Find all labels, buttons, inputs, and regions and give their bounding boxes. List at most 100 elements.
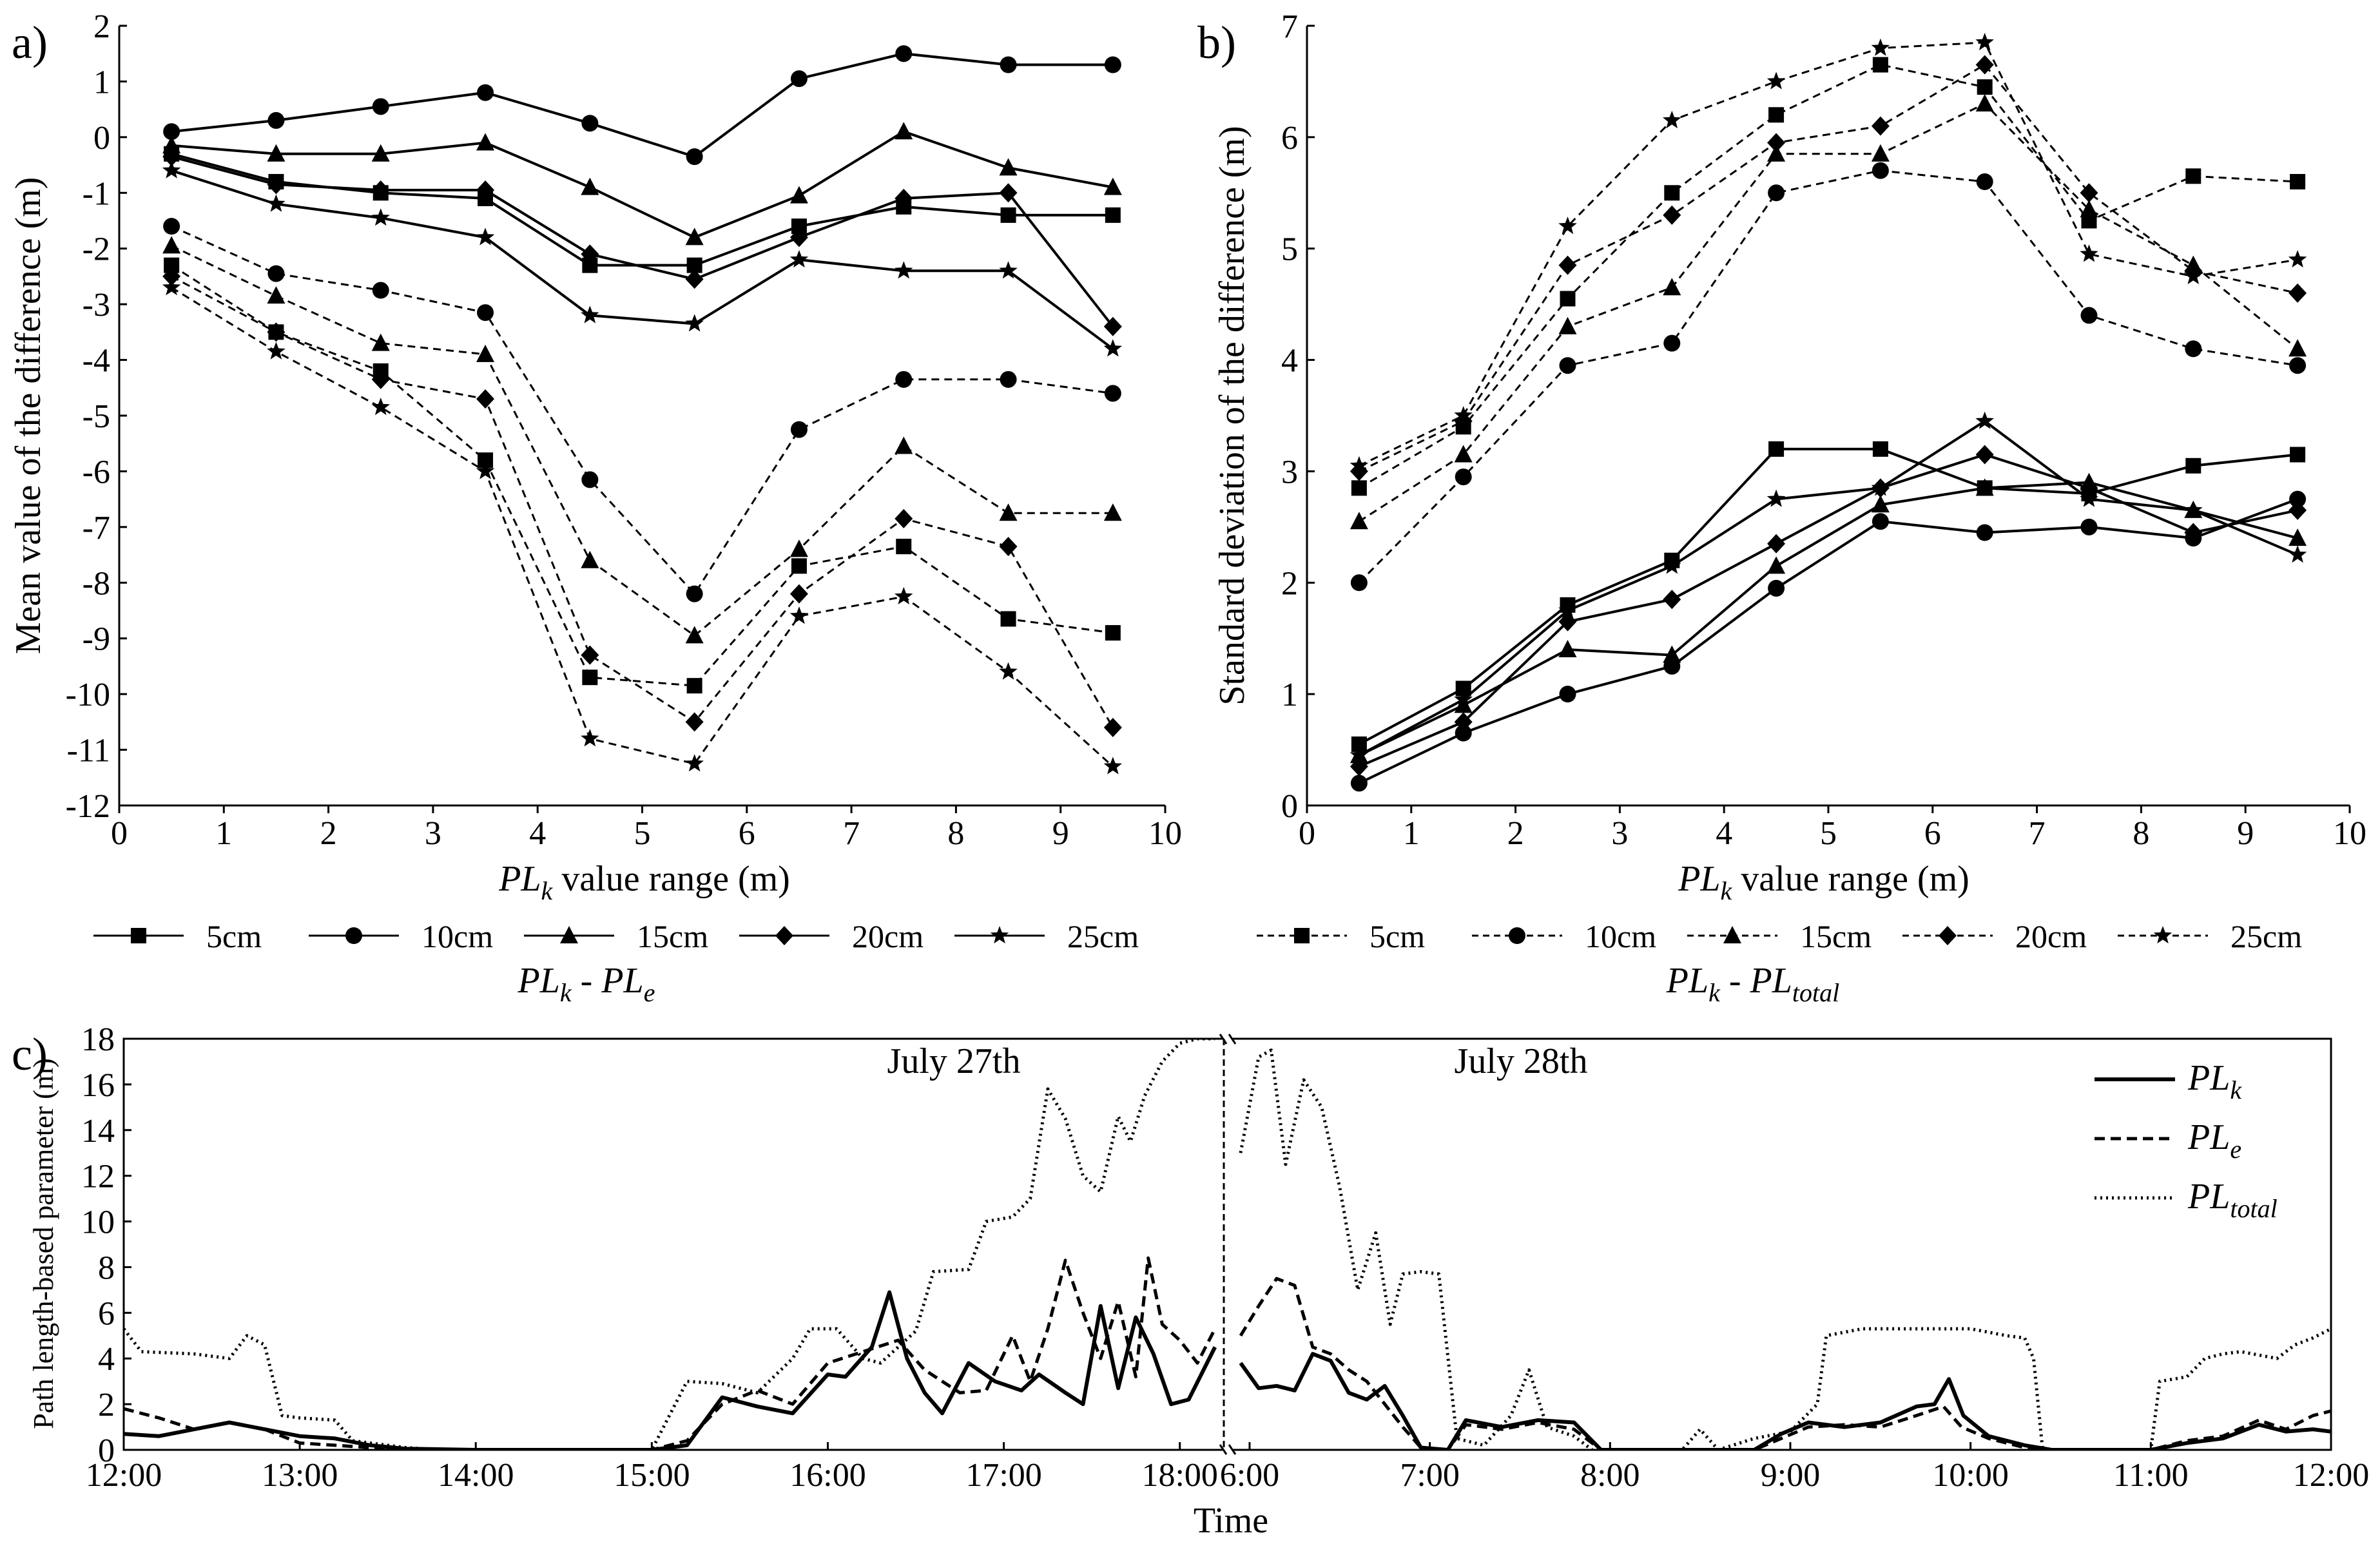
legend-item-solid-25cm: 25cm: [954, 918, 1139, 954]
point-solid-20cm: [999, 183, 1018, 203]
c-y-tick-label: 16: [81, 1067, 115, 1104]
point-dashed-15cm: [581, 550, 599, 568]
legend-c-label: PLe: [2187, 1117, 2241, 1164]
point-solid-25cm: [2080, 489, 2098, 507]
series-solid-10cm: [163, 45, 1121, 166]
line-PL_e-day1: [124, 1256, 1217, 1450]
line-solid-10cm: [171, 52, 1113, 159]
y-tick-label: 2: [93, 8, 110, 45]
line-solid-10cm: [1359, 497, 2298, 785]
c-x-tick-label: 11:00: [2113, 1457, 2189, 1494]
point-dashed-20cm: [1103, 718, 1122, 737]
legend-marker: [560, 926, 578, 943]
x-tick-label: 9: [2237, 815, 2254, 852]
legend-label: 25cm: [2230, 918, 2302, 954]
point-solid-25cm: [267, 194, 285, 212]
legend-item-dashed-20cm: 20cm: [1902, 918, 2087, 954]
point-dashed-10cm: [1976, 173, 1993, 190]
c-y-tick-label: 10: [81, 1204, 115, 1241]
point-solid-25cm: [1103, 339, 1123, 357]
point-solid-5cm: [1768, 441, 1785, 457]
legend-marker: [1294, 928, 1310, 943]
point-solid-15cm: [162, 135, 181, 153]
point-dashed-25cm: [476, 461, 495, 479]
line-PL_total-day1: [124, 1039, 1215, 1450]
point-solid-25cm: [1558, 601, 1577, 619]
point-dashed-20cm: [999, 537, 1018, 557]
point-solid-20cm: [2080, 478, 2098, 498]
point-solid-20cm: [1103, 316, 1122, 336]
point-solid-20cm: [895, 188, 913, 208]
point-dashed-10cm: [2185, 340, 2202, 358]
y-tick-label: 2: [1281, 565, 1298, 602]
solid-caption-sep: -: [572, 961, 602, 1001]
point-solid-15cm: [999, 158, 1018, 176]
chart-c: c) 0 2 4 6 8 10 12 14 16 18 12:00 13:00 14:00 15:00 16…: [12, 1021, 2369, 1541]
chart-a-x-label: PLk value range (m): [498, 859, 790, 905]
point-dashed-20cm: [581, 645, 599, 665]
legend-c-label-sub: e: [2230, 1135, 2241, 1164]
y-tick-label: -10: [66, 677, 110, 713]
chart-a-x-label-sub: k: [541, 876, 554, 905]
point-dashed-15cm: [2288, 339, 2307, 357]
point-solid-20cm: [2184, 523, 2203, 543]
line-solid-15cm: [1359, 481, 2298, 757]
point-dashed-10cm: [1768, 184, 1785, 202]
y-tick-label: 1: [93, 64, 110, 101]
legend-label: 10cm: [1585, 918, 1656, 954]
point-solid-10cm: [895, 45, 913, 63]
y-tick-label: 7: [1281, 8, 1298, 45]
point-dashed-5cm: [1105, 625, 1121, 641]
series-solid-20cm: [162, 147, 1122, 336]
legend-c-item-PL_total: PLtotal: [2095, 1177, 2278, 1223]
dashed-caption-b-sub: total: [1792, 978, 1839, 1007]
legend-marker: [775, 926, 793, 945]
line-PL_k-day2: [1239, 1352, 2331, 1450]
point-dashed-15cm: [371, 333, 390, 351]
point-dashed-25cm: [2080, 244, 2098, 262]
c-x-tick-label: 16:00: [789, 1457, 866, 1494]
point-solid-15cm: [267, 144, 285, 162]
point-dashed-20cm: [789, 584, 808, 604]
legend-label: 10cm: [421, 918, 493, 954]
c-y-tick-label: 2: [98, 1387, 115, 1423]
point-solid-5cm: [2290, 447, 2306, 463]
point-solid-25cm: [476, 227, 495, 246]
line-solid-25cm: [171, 169, 1114, 350]
legend-item-solid-10cm: 10cm: [309, 918, 493, 954]
axis-break-mark-bottom-left: [1219, 1444, 1228, 1455]
solid-caption-a-sub: k: [560, 978, 572, 1007]
point-solid-20cm: [1975, 445, 1994, 465]
point-solid-10cm: [1976, 524, 1993, 541]
y-tick-label: 6: [1281, 120, 1298, 157]
series-dashed-10cm: [1350, 162, 2307, 592]
line-dashed-20cm: [1359, 63, 2298, 472]
dashed-caption-b: PL: [1750, 961, 1792, 1001]
point-dashed-15cm: [2080, 200, 2098, 218]
chart-c-series: [124, 1039, 2331, 1450]
point-solid-10cm: [163, 123, 180, 140]
point-dashed-15cm: [1350, 512, 1368, 530]
series-dashed-5cm: [164, 257, 1121, 694]
line-dashed-15cm: [1359, 102, 2299, 523]
point-dashed-20cm: [2080, 183, 2098, 203]
point-dashed-25cm: [1871, 38, 1890, 56]
point-solid-25cm: [1766, 489, 1786, 507]
point-solid-20cm: [685, 269, 704, 289]
chart-a-y-label: Mean value of the difference (m): [8, 177, 48, 655]
dashed-caption-a: PL: [1666, 961, 1708, 1001]
point-solid-10cm: [1872, 513, 1889, 530]
point-solid-25cm: [789, 250, 809, 268]
chart-a: a) 0 1 2 3 4 5 6 7 8 9 10210-1-2-3-4-5-6-7-8-9-10-…: [8, 8, 1182, 905]
x-tick-label: 3: [425, 815, 441, 852]
point-dashed-5cm: [1560, 291, 1576, 307]
y-tick-label: -1: [82, 175, 110, 212]
legend-solid: 5cm 10cm 15cm 20cm 25cm: [93, 918, 1139, 954]
point-dashed-5cm: [686, 678, 702, 694]
dashed-caption-sep: -: [1720, 961, 1750, 1001]
point-dashed-25cm: [895, 586, 913, 604]
axis-break-mark-top-right: [1228, 1034, 1237, 1045]
point-dashed-5cm: [1872, 57, 1888, 73]
point-solid-20cm: [581, 244, 599, 264]
y-tick-label: 0: [1281, 788, 1298, 825]
